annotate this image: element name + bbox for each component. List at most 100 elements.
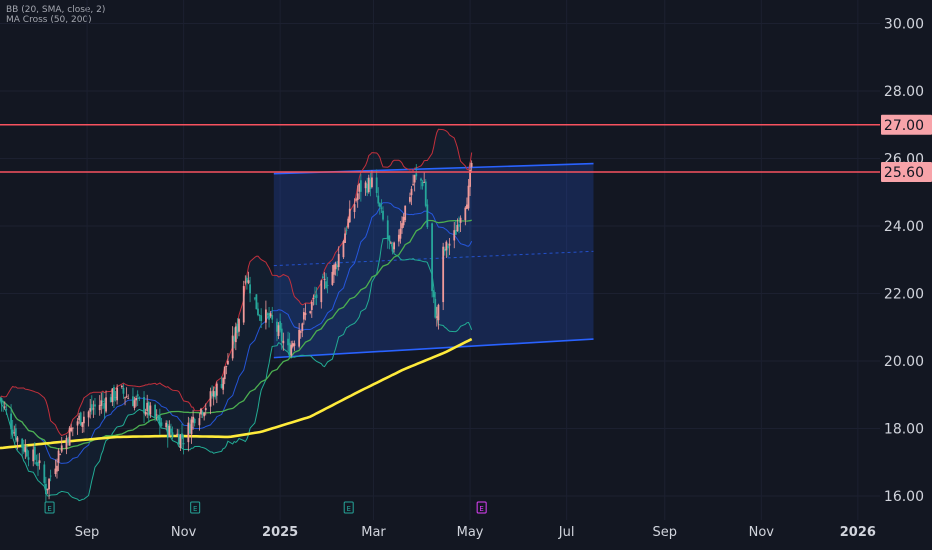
candle-body	[76, 421, 79, 426]
candle-body	[325, 281, 327, 289]
candle-body	[442, 246, 445, 303]
candle-body	[211, 393, 213, 397]
time-tick-label: 2025	[262, 525, 298, 540]
candle-body	[291, 343, 294, 347]
earnings-marker-icon[interactable]	[190, 501, 201, 514]
candle-body	[367, 177, 370, 193]
candle-body	[200, 408, 202, 415]
candle-body	[215, 383, 218, 396]
candle-body	[10, 413, 12, 430]
candle-body	[234, 326, 237, 343]
time-tick-label: Nov	[171, 525, 197, 540]
candle-body	[181, 433, 183, 439]
candle-body	[3, 406, 6, 408]
candle-body	[302, 312, 305, 320]
price-axis: 16.0018.0020.0022.0024.0026.0028.0030.00…	[880, 0, 932, 550]
parallel-channel	[273, 162, 594, 359]
candle-body	[456, 224, 459, 232]
candle-body	[57, 450, 60, 463]
candle-body	[13, 432, 16, 434]
candle-body	[260, 315, 263, 322]
candle-body	[158, 416, 161, 426]
candle-body	[334, 263, 337, 270]
candle-body	[114, 397, 117, 398]
candle-body	[138, 397, 141, 399]
indicator-legend: BB (20, SMA, close, 2) MA Cross (50, 200…	[6, 5, 105, 25]
candle-body	[143, 397, 145, 414]
candle-body	[378, 203, 381, 207]
candle-body	[198, 418, 201, 426]
candle-body	[320, 280, 323, 303]
candle-body	[288, 342, 291, 356]
candle-body	[27, 457, 30, 460]
earnings-marker-letter: E	[193, 505, 197, 513]
candle-body	[192, 416, 194, 423]
candle-body	[109, 397, 112, 403]
candle-body	[431, 223, 433, 292]
candle-body	[35, 462, 38, 465]
candle-body	[464, 207, 467, 221]
candle-body	[43, 464, 46, 483]
candle-body	[299, 331, 302, 333]
candle-body	[369, 179, 372, 190]
candle-body	[100, 400, 103, 406]
candle-body	[201, 411, 204, 415]
earnings-marker-icon[interactable]	[44, 501, 55, 514]
candle-body	[404, 205, 407, 220]
candle-body	[402, 216, 405, 226]
candle-body	[426, 204, 429, 228]
candle-body	[135, 397, 138, 401]
time-tick-label: Nov	[749, 525, 775, 540]
candle-body	[60, 445, 63, 452]
earnings-marker-letter: E	[479, 505, 483, 513]
candle-body	[98, 404, 101, 411]
candle-body	[155, 414, 158, 416]
ma200-line	[0, 337, 473, 450]
candle-body	[424, 181, 427, 206]
candle-body	[78, 415, 81, 421]
candle-body	[264, 309, 267, 323]
candle-body	[49, 475, 52, 477]
candle-body	[2, 403, 5, 405]
candle-body	[82, 416, 85, 424]
candle-body	[22, 444, 25, 452]
candle-body	[122, 387, 125, 394]
candle-body	[298, 329, 301, 347]
candle-body	[179, 434, 182, 448]
price-tick-label: 18.00	[884, 422, 924, 438]
candle-body	[193, 418, 196, 424]
candle-body	[466, 204, 468, 209]
candle-body	[390, 242, 392, 244]
candle-body	[0, 397, 1, 399]
candle-body	[124, 397, 126, 399]
earnings-marker-icon[interactable]	[343, 501, 354, 514]
candle-body	[144, 412, 147, 415]
candle-body	[435, 316, 438, 318]
candle-body	[87, 411, 90, 418]
price-tick-label: 30.00	[884, 17, 924, 33]
candle-body	[89, 408, 92, 412]
channel-lower-line[interactable]	[273, 338, 594, 359]
candle-body	[227, 360, 229, 365]
candle-body	[127, 398, 130, 400]
candle-body	[301, 323, 304, 332]
earnings-marker-icon[interactable]	[476, 501, 487, 514]
candle-body	[33, 446, 36, 460]
candle-body	[420, 178, 422, 181]
candle-body	[222, 377, 225, 390]
candle-body	[133, 400, 136, 408]
candle-body	[312, 298, 315, 299]
candle-body	[209, 391, 212, 407]
candle-body	[92, 408, 95, 410]
time-tick-label: Mar	[361, 525, 386, 540]
candle-body	[397, 234, 400, 242]
candle-body	[342, 241, 345, 258]
candle-body	[203, 412, 206, 417]
price-tick-label: 28.00	[884, 84, 924, 100]
candle-body	[258, 315, 261, 317]
candle-body	[231, 335, 234, 359]
horizontal-levels	[0, 124, 880, 173]
candle-body	[253, 297, 256, 299]
level-badge-1	[881, 162, 932, 182]
